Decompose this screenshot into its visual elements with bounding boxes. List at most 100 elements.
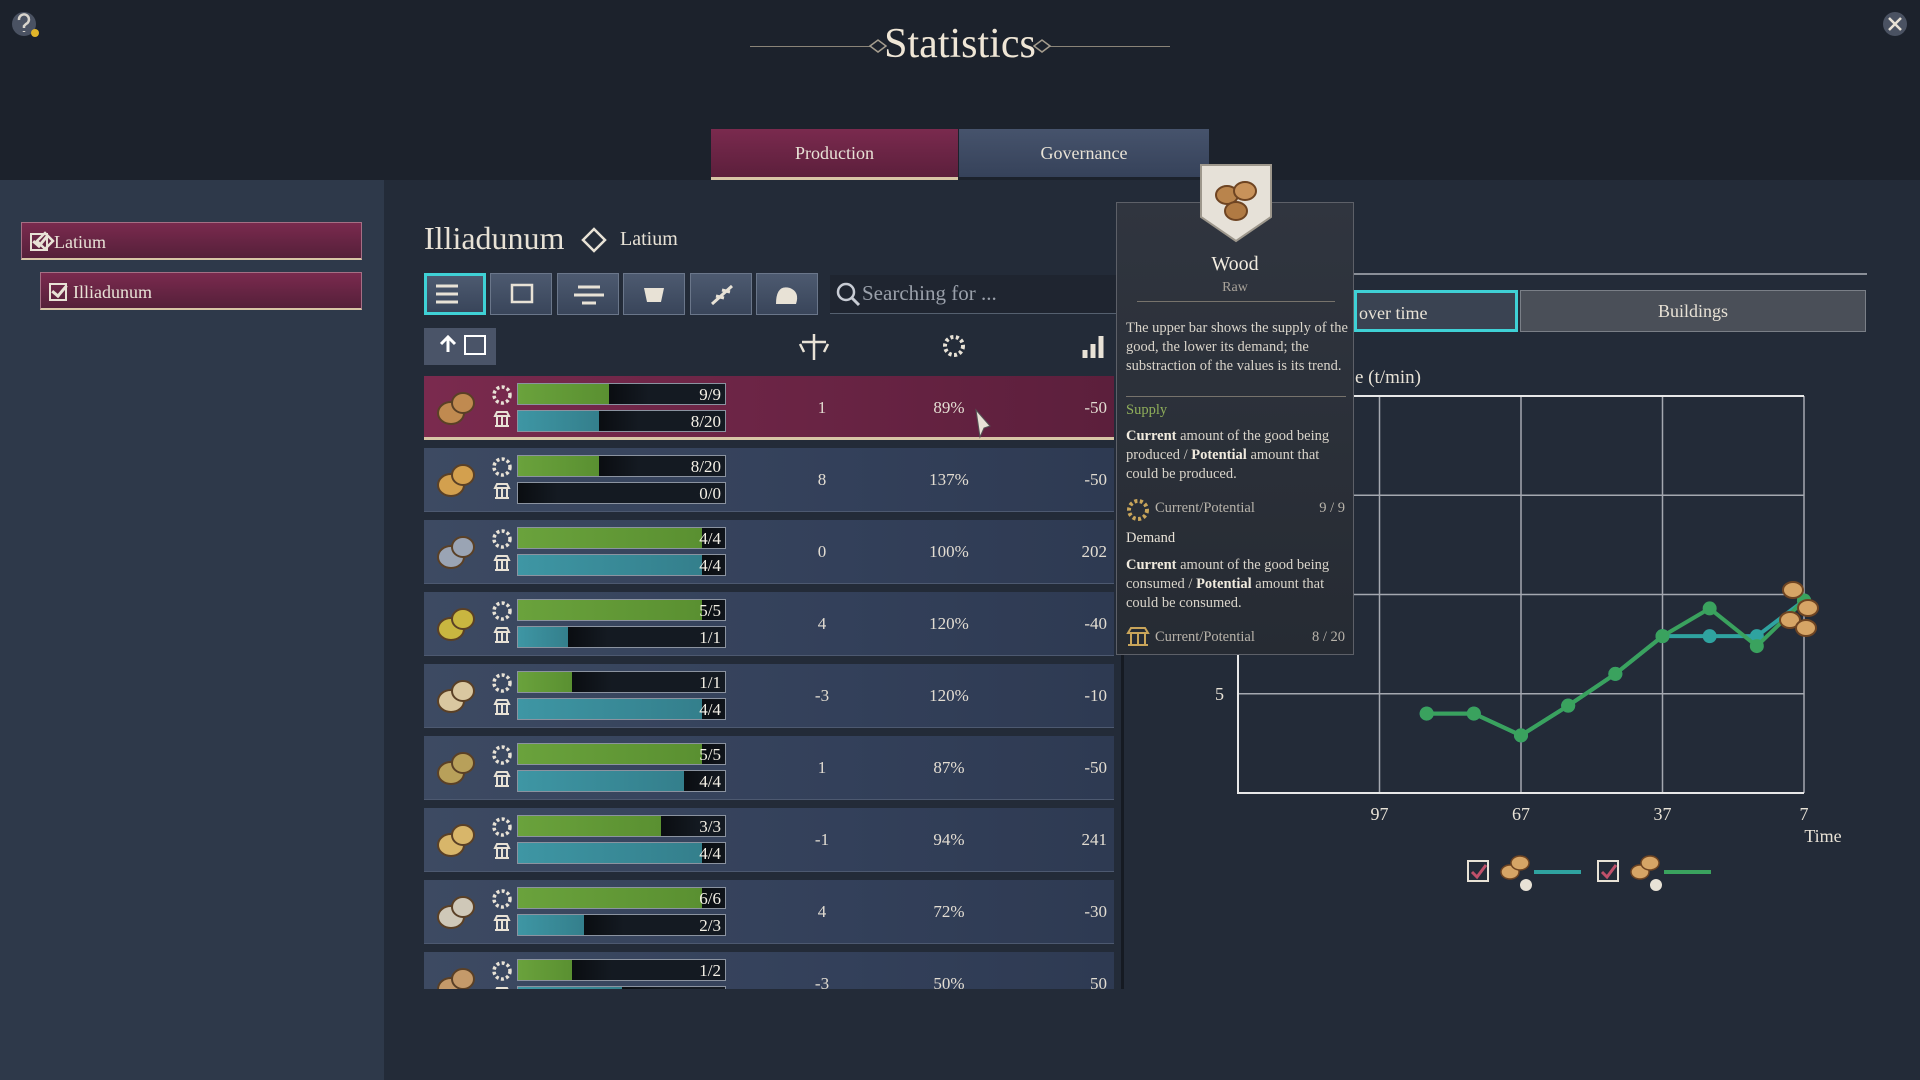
good-icon-shape bbox=[451, 680, 475, 702]
gear bbox=[492, 385, 512, 405]
balance: -3 bbox=[814, 686, 830, 705]
productivity: 50% bbox=[933, 974, 965, 989]
luxury-icon bbox=[776, 287, 798, 304]
productivity: 120% bbox=[929, 686, 969, 705]
gear bbox=[492, 457, 512, 477]
gear bbox=[492, 817, 512, 837]
supply-label: 8/20 bbox=[690, 457, 721, 476]
checkbox[interactable] bbox=[30, 233, 48, 252]
search-icon-handle bbox=[850, 296, 861, 307]
market bbox=[493, 843, 511, 859]
good-icon bbox=[437, 968, 475, 989]
good-icon-shape bbox=[451, 968, 475, 989]
end-icon bbox=[1795, 619, 1817, 637]
legend-badge bbox=[1520, 879, 1532, 891]
market-icon bbox=[1126, 627, 1150, 646]
text: amount that could be consumed. bbox=[1126, 576, 1325, 611]
legend-checkbox[interactable] bbox=[1597, 860, 1619, 882]
productivity: 72% bbox=[933, 902, 965, 921]
demand-fill bbox=[518, 987, 661, 989]
goods-row[interactable]: 1/1 4/4 -3 120% -10 bbox=[424, 664, 1114, 728]
demand-label: 0/0 bbox=[699, 484, 721, 503]
building-icon bbox=[574, 285, 604, 305]
tab-governance[interactable]: Governance bbox=[959, 129, 1209, 177]
trend: -40 bbox=[1084, 614, 1107, 633]
supply-icon bbox=[492, 817, 512, 859]
text-bold: Potential bbox=[1191, 447, 1247, 463]
data-point bbox=[1655, 629, 1670, 644]
good-name: Wood bbox=[1211, 253, 1259, 275]
supply-bar: 6/6 bbox=[517, 887, 726, 909]
trend: -50 bbox=[1084, 758, 1107, 777]
demand-text: Current amount of the good being consume… bbox=[1126, 556, 1348, 613]
goods-row[interactable]: 5/5 1/1 4 120% -40 bbox=[424, 592, 1114, 656]
divider bbox=[1126, 396, 1346, 397]
filter-button[interactable] bbox=[557, 273, 619, 315]
market bbox=[493, 771, 511, 787]
demand-bar bbox=[517, 986, 726, 989]
close-glyph bbox=[1888, 17, 1902, 31]
city-name: Illiadunum bbox=[424, 220, 565, 256]
legend-icon bbox=[1640, 855, 1660, 871]
city-item[interactable]: Illiadunum bbox=[40, 272, 362, 310]
checkbox[interactable] bbox=[49, 283, 67, 302]
help-glyph bbox=[17, 13, 31, 32]
food-icon bbox=[644, 288, 664, 302]
good-icon-shape bbox=[451, 392, 475, 414]
goods-row[interactable]: 3/3 4/4 -1 94% 241 bbox=[424, 808, 1114, 872]
supply-label: 3/3 bbox=[699, 817, 721, 836]
good-icon bbox=[437, 608, 475, 641]
supply-bar: 1/1 bbox=[517, 671, 726, 693]
good-category: Raw bbox=[1222, 280, 1248, 295]
supply-fill bbox=[518, 456, 639, 476]
demand-bar: 4/4 bbox=[517, 698, 726, 720]
cursor bbox=[975, 408, 991, 439]
goods-row[interactable]: 6/6 2/3 4 72% -30 bbox=[424, 880, 1114, 944]
data-point bbox=[1702, 601, 1717, 616]
help-dot bbox=[31, 29, 39, 37]
supply-icon bbox=[492, 457, 512, 499]
filter-button[interactable] bbox=[490, 273, 552, 315]
demand-bar: 1/1 bbox=[517, 626, 726, 648]
demand-bar: 8/20 bbox=[517, 410, 726, 432]
demand-heading: Demand bbox=[1126, 530, 1176, 546]
y-axis-label: e (t/min) bbox=[1355, 367, 1421, 388]
supply-bar: 4/4 bbox=[517, 527, 726, 549]
goods-row[interactable]: 9/9 8/20 1 89% -50 bbox=[424, 376, 1114, 440]
supply-icon bbox=[492, 601, 512, 643]
x-axis-label: Time bbox=[1804, 826, 1841, 846]
region-item[interactable]: Latium bbox=[21, 222, 362, 260]
region-emblem bbox=[35, 227, 607, 253]
scrollbar bbox=[1121, 376, 1124, 989]
tab-buildings[interactable]: Buildings bbox=[1520, 290, 1866, 332]
legend-checkbox[interactable] bbox=[1467, 860, 1489, 882]
productivity: 94% bbox=[933, 830, 965, 849]
text: amount of the good being consumed / bbox=[1126, 557, 1330, 592]
trend: 202 bbox=[1081, 542, 1108, 561]
sort-icon bbox=[464, 335, 486, 355]
goods-row[interactable]: 8/20 0/0 8 137% -50 bbox=[424, 448, 1114, 512]
end-icon bbox=[1782, 581, 1804, 599]
data-point bbox=[1419, 706, 1434, 721]
goods-row[interactable]: 4/4 4/4 0 100% 202 bbox=[424, 520, 1114, 584]
good-icon bbox=[437, 752, 475, 785]
supply-icon bbox=[492, 889, 512, 931]
search-box[interactable]: Searching for ... bbox=[830, 275, 1120, 314]
balance: -1 bbox=[814, 830, 830, 849]
description: The upper bar shows the supply of the go… bbox=[1126, 320, 1348, 374]
tab-production[interactable]: Production bbox=[711, 129, 958, 180]
supply-bar: 1/2 bbox=[517, 959, 726, 981]
goods-row[interactable]: 5/5 4/4 1 87% -50 bbox=[424, 736, 1114, 800]
tab-over-time[interactable]: over time bbox=[1354, 290, 1518, 332]
filter-button[interactable] bbox=[623, 273, 685, 315]
supply-fill bbox=[518, 888, 725, 908]
goods-row[interactable]: 1/2 -3 50% 50 bbox=[424, 952, 1114, 989]
balance: 4 bbox=[817, 902, 827, 921]
demand-bar: 4/4 bbox=[517, 770, 726, 792]
market bbox=[493, 411, 511, 427]
supply-fill bbox=[518, 744, 725, 764]
gear bbox=[492, 673, 512, 693]
trend: 50 bbox=[1090, 974, 1107, 989]
legend-check bbox=[1470, 864, 1488, 880]
